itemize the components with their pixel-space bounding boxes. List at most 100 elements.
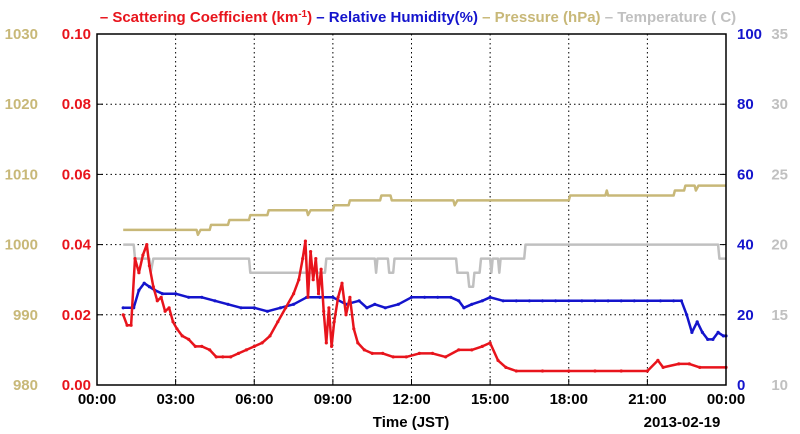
legend-title-part: – Pressure (hPa) (478, 9, 601, 26)
relative-humidity-point (278, 306, 283, 310)
x-tick-label: 18:00 (550, 391, 588, 408)
relative-humidity-point (239, 306, 243, 310)
scattering-coefficient-point (236, 351, 241, 355)
x-tick-label: 00:00 (78, 391, 116, 408)
x-tick-label: 15:00 (471, 391, 509, 408)
scattering-coefficient-point (171, 320, 175, 324)
relative-humidity-point (695, 320, 699, 324)
relative-humidity-point (213, 299, 217, 303)
relative-humidity-point (567, 299, 571, 303)
scattering-coefficient-point (284, 306, 288, 310)
x-tick-label: 21:00 (628, 391, 666, 408)
relative-humidity-point (690, 330, 694, 334)
scattering-coefficient-point (145, 243, 149, 247)
scattering-coefficient-point (316, 292, 321, 296)
relative-humidity-point (470, 302, 474, 306)
scattering-coefficient-point (137, 271, 141, 275)
pressure-line (123, 184, 726, 237)
scattering-axis-tick-label: 0.08 (62, 96, 91, 113)
scattering-coefficient-point (175, 327, 179, 331)
relative-humidity-point (200, 295, 204, 299)
relative-humidity-point (606, 299, 610, 303)
relative-humidity-point (540, 299, 545, 303)
legend-title-part: – Temperature ( C) (601, 9, 737, 26)
scattering-coefficient-point (417, 351, 421, 355)
temperature-axis-tick-label: 30 (771, 96, 788, 113)
scattering-coefficient-series (121, 239, 728, 373)
legend-title-part: – Relative Humidity(%) (312, 9, 478, 26)
scattering-coefficient-point (214, 355, 218, 359)
humidity-axis-tick-label: 60 (737, 166, 754, 183)
relative-humidity-point (619, 299, 623, 303)
scattering-coefficient-point (504, 365, 508, 369)
x-tick-label: 12:00 (392, 391, 430, 408)
relative-humidity-point (514, 299, 518, 303)
relative-humidity-point (488, 295, 492, 299)
x-axis-label: Time (JST) (373, 414, 449, 431)
humidity-axis-tick-label: 40 (737, 237, 754, 254)
scattering-coefficient-point (344, 313, 348, 317)
pressure-axis-tick-label: 990 (13, 307, 38, 324)
scattering-coefficient-point (193, 344, 197, 348)
scattering-coefficient-point (151, 285, 155, 289)
relative-humidity-point (706, 337, 710, 341)
scattering-coefficient-point (163, 309, 167, 313)
scattering-coefficient-point (381, 351, 385, 355)
scattering-coefficient-point (677, 362, 681, 366)
scattering-coefficient-point (567, 369, 571, 373)
relative-humidity-point (457, 299, 461, 303)
scattering-coefficient-point (593, 369, 597, 373)
relative-humidity-point (679, 299, 684, 303)
humidity-axis-tick-label: 80 (737, 96, 754, 113)
scattering-coefficient-point (187, 337, 191, 341)
relative-humidity-point (160, 292, 165, 296)
pressure-axis-tick-label: 1010 (5, 166, 38, 183)
scattering-coefficient-point (488, 341, 492, 345)
scattering-coefficient-point (200, 344, 204, 348)
relative-humidity-point (462, 306, 466, 310)
scattering-coefficient-point (208, 348, 212, 352)
relative-humidity-point (593, 299, 597, 303)
relative-humidity-point (554, 299, 558, 303)
scattering-axis-tick-label: 0.10 (62, 26, 91, 43)
relative-humidity-point (252, 306, 256, 310)
scattering-coefficient-point (370, 351, 374, 355)
temperature-axis-tick-label: 35 (771, 26, 788, 43)
scattering-axis-tick-label: 0.02 (62, 307, 91, 324)
scattering-coefficient-point (457, 348, 461, 352)
relative-humidity-series (121, 281, 728, 341)
scattering-coefficient-point (496, 358, 500, 362)
legend-title-part: -1 (298, 9, 307, 20)
scattering-coefficient-point (619, 369, 623, 373)
scattering-coefficient-point (141, 253, 145, 257)
relative-humidity-point (423, 295, 427, 299)
scattering-coefficient-point (470, 348, 474, 352)
scattering-coefficient-point (645, 369, 650, 373)
scattering-coefficient-point (229, 355, 233, 359)
scattering-coefficient-point (362, 348, 366, 352)
scattering-coefficient-point (292, 292, 296, 296)
scattering-coefficient-point (332, 320, 336, 324)
relative-humidity-point (137, 288, 141, 292)
scattering-coefficient-point (129, 323, 133, 327)
scattering-coefficient-point (340, 281, 344, 285)
relative-humidity-point (580, 299, 584, 303)
temperature-axis-tick-label: 20 (771, 237, 788, 254)
scattering-axis-tick-label: 0.06 (62, 166, 91, 183)
scattering-coefficient-point (656, 358, 660, 362)
scattering-coefficient-point (330, 344, 334, 348)
x-tick-label: 09:00 (314, 391, 352, 408)
pressure-series (123, 184, 726, 237)
series-layer (121, 184, 728, 373)
temperature-axis-tick-label: 15 (771, 307, 788, 324)
scattering-coefficient-point (391, 355, 395, 359)
scattering-axis-tick-label: 0.00 (62, 377, 91, 394)
pressure-axis-tick-label: 1020 (5, 96, 38, 113)
relative-humidity-point (700, 330, 705, 334)
scattering-coefficient-point (306, 295, 310, 299)
temperature-axis-tick-label: 25 (771, 166, 788, 183)
date-label: 2013-02-19 (644, 414, 721, 431)
scattering-coefficient-point (661, 365, 665, 369)
x-tick-label: 03:00 (156, 391, 194, 408)
scattering-coefficient-point (121, 313, 125, 317)
